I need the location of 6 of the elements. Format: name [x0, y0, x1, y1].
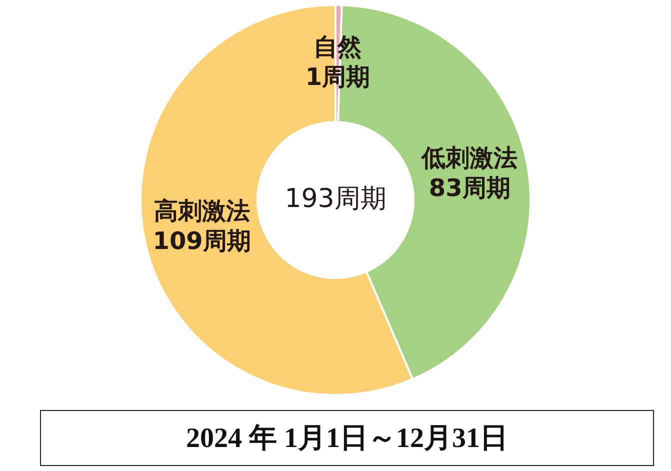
text: 193周期	[284, 184, 386, 214]
text: 2024 年 1月1日～12月31日	[40, 410, 654, 466]
data-label: 109周期	[152, 226, 251, 255]
data-label: 83周期	[428, 174, 510, 202]
slice-label: 低刺激法	[420, 144, 518, 172]
slice-label: 高刺激法	[154, 196, 250, 225]
